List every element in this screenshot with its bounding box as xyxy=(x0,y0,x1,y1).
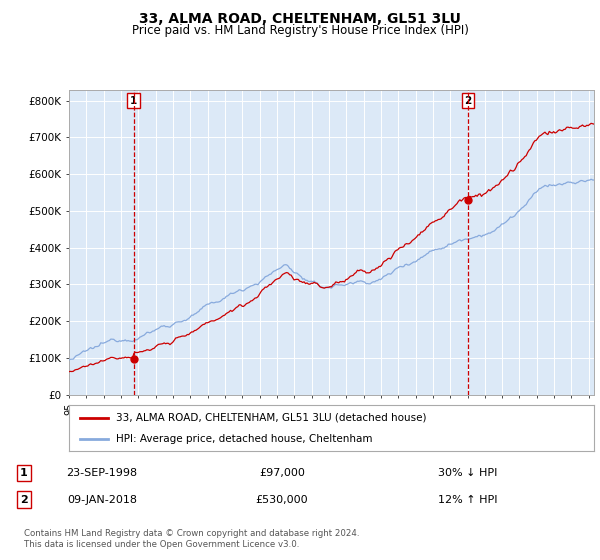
Text: HPI: Average price, detached house, Cheltenham: HPI: Average price, detached house, Chel… xyxy=(116,435,373,444)
Text: £97,000: £97,000 xyxy=(259,468,305,478)
Text: 1: 1 xyxy=(20,468,28,478)
Text: 2: 2 xyxy=(464,96,472,106)
Text: 12% ↑ HPI: 12% ↑ HPI xyxy=(438,494,497,505)
Text: 33, ALMA ROAD, CHELTENHAM, GL51 3LU: 33, ALMA ROAD, CHELTENHAM, GL51 3LU xyxy=(139,12,461,26)
Text: Contains HM Land Registry data © Crown copyright and database right 2024.
This d: Contains HM Land Registry data © Crown c… xyxy=(24,529,359,549)
Text: 09-JAN-2018: 09-JAN-2018 xyxy=(67,494,137,505)
Text: Price paid vs. HM Land Registry's House Price Index (HPI): Price paid vs. HM Land Registry's House … xyxy=(131,24,469,36)
Text: 1: 1 xyxy=(130,96,137,106)
Text: 2: 2 xyxy=(20,494,28,505)
Text: 23-SEP-1998: 23-SEP-1998 xyxy=(67,468,137,478)
Text: 33, ALMA ROAD, CHELTENHAM, GL51 3LU (detached house): 33, ALMA ROAD, CHELTENHAM, GL51 3LU (det… xyxy=(116,413,427,423)
Text: £530,000: £530,000 xyxy=(256,494,308,505)
Text: 30% ↓ HPI: 30% ↓ HPI xyxy=(438,468,497,478)
